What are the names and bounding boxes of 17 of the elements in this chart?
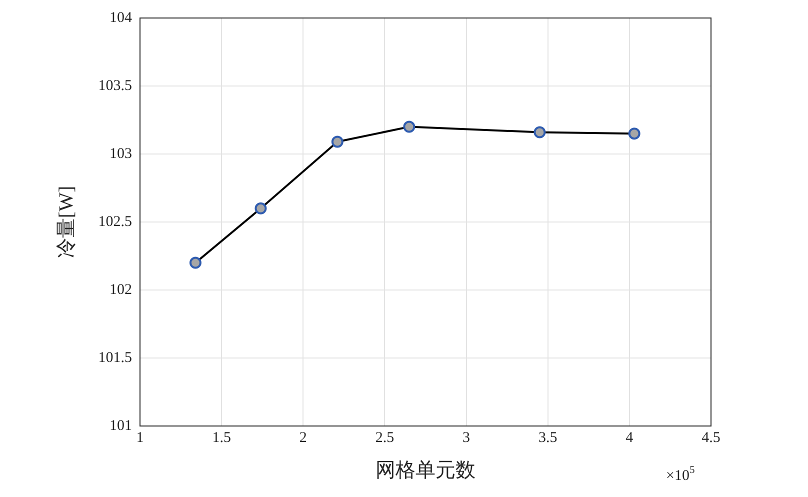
y-tick-label: 102 [110, 282, 132, 298]
x-tick-label: 3 [462, 430, 470, 446]
x-tick-label: 3.5 [538, 430, 558, 446]
y-tick-label: 103 [110, 146, 132, 162]
y-tick-label: 102.5 [98, 214, 132, 230]
x-tick-label: 1.5 [212, 430, 231, 446]
x-tick-label: 1 [136, 430, 144, 446]
x-tick-label: 2 [299, 430, 307, 446]
y-tick-label: 101.5 [98, 350, 132, 366]
y-tick-label: 103.5 [98, 78, 132, 94]
x-tick-label: 4 [626, 430, 634, 446]
x-tick-label: 4.5 [702, 430, 720, 446]
y-tick-label: 101 [110, 418, 132, 434]
x-tick-label: 2.5 [375, 430, 394, 446]
y-axis-title: 冷量[W] [55, 186, 78, 258]
x-axis-title: 网格单元数 [376, 459, 476, 482]
y-tick-label: 104 [110, 10, 132, 26]
